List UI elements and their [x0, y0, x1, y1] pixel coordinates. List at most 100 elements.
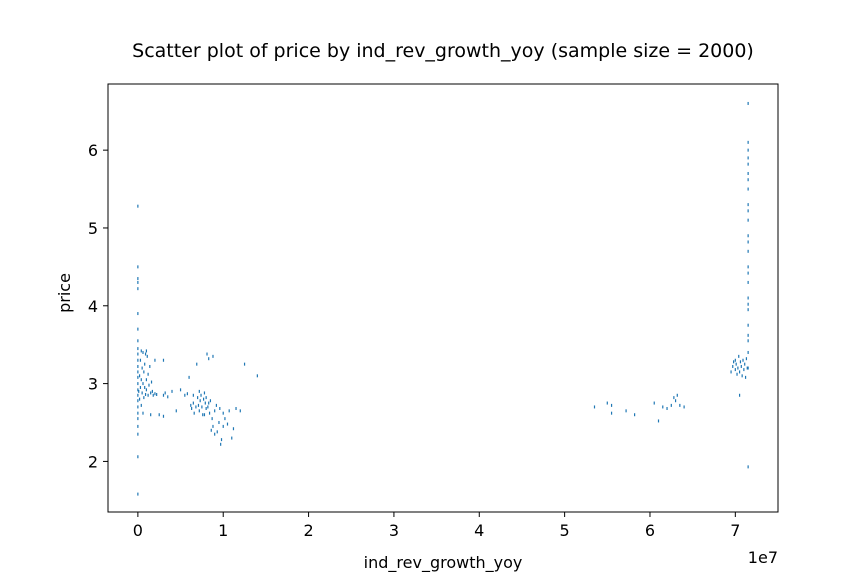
data-point — [138, 397, 141, 401]
data-point — [203, 391, 206, 395]
data-point — [606, 401, 608, 405]
data-point — [231, 436, 233, 440]
data-point — [137, 287, 139, 291]
data-point — [209, 399, 212, 403]
data-point — [151, 389, 153, 393]
data-point — [228, 409, 230, 413]
data-point — [219, 407, 221, 410]
data-point — [142, 411, 144, 415]
data-point — [226, 422, 229, 426]
data-point — [162, 393, 165, 397]
data-point — [158, 413, 160, 417]
data-point — [683, 405, 685, 409]
data-point — [210, 428, 212, 432]
x-tick-label: 4 — [474, 521, 484, 540]
data-point — [171, 389, 173, 393]
data-point — [220, 442, 222, 446]
data-point — [164, 391, 166, 395]
data-point — [747, 465, 749, 469]
data-point — [218, 421, 220, 425]
x-tick-label: 6 — [645, 521, 655, 540]
data-point — [137, 265, 139, 269]
data-point — [662, 405, 664, 409]
data-point — [137, 280, 139, 284]
data-point — [137, 455, 139, 459]
data-point — [152, 393, 154, 397]
x-tick-label: 7 — [730, 521, 740, 540]
data-point — [212, 424, 214, 428]
data-point — [145, 378, 148, 382]
data-point — [747, 187, 749, 191]
x-tick-label: 1 — [218, 521, 228, 540]
data-point — [734, 368, 736, 372]
data-point — [747, 333, 749, 337]
data-point — [137, 393, 139, 397]
data-point — [179, 388, 182, 392]
data-point — [139, 385, 142, 389]
data-point — [150, 391, 152, 395]
data-point — [733, 360, 735, 364]
data-point — [175, 409, 177, 413]
y-tick-label: 4 — [88, 297, 98, 316]
y-axis-ticks: 2 3 4 5 6 — [88, 141, 108, 471]
data-point — [141, 391, 143, 395]
data-point — [730, 370, 732, 374]
data-point — [162, 358, 165, 362]
data-point — [235, 407, 237, 410]
data-point — [137, 312, 139, 316]
data-point — [201, 405, 203, 409]
data-point — [634, 413, 636, 417]
data-point — [610, 403, 613, 407]
data-point — [747, 101, 749, 105]
data-point — [137, 375, 139, 379]
data-point — [737, 366, 739, 370]
data-point — [747, 271, 749, 275]
x-tick-label: 0 — [133, 521, 143, 540]
data-point — [747, 339, 749, 343]
data-point — [208, 357, 210, 361]
data-point — [191, 407, 193, 410]
data-point — [196, 362, 198, 366]
data-point — [735, 362, 737, 366]
plot-frame — [107, 83, 779, 513]
data-point — [186, 392, 188, 396]
data-point — [146, 354, 148, 358]
data-point — [747, 249, 749, 253]
data-point — [143, 370, 145, 374]
data-point — [220, 438, 223, 442]
data-point — [202, 397, 205, 401]
data-point — [224, 417, 226, 421]
data-point — [214, 409, 216, 413]
x-tick-label: 5 — [560, 521, 570, 540]
data-point — [208, 401, 210, 405]
data-point — [142, 382, 144, 386]
data-point — [156, 392, 158, 396]
data-point — [222, 411, 224, 415]
data-point — [747, 234, 749, 238]
data-point — [149, 364, 151, 368]
data-point — [741, 374, 743, 378]
data-point — [137, 417, 139, 421]
data-point — [137, 492, 139, 496]
data-point — [188, 375, 190, 379]
data-point — [747, 162, 749, 166]
data-points — [137, 101, 749, 496]
data-point — [747, 280, 749, 284]
data-point — [747, 302, 749, 306]
data-point — [147, 372, 149, 376]
data-point — [747, 350, 749, 354]
data-point — [137, 405, 139, 409]
data-point — [212, 354, 214, 358]
data-point — [747, 140, 749, 144]
data-point — [137, 364, 139, 368]
y-tick-label: 5 — [88, 219, 98, 238]
data-point — [144, 352, 147, 356]
data-point — [610, 411, 613, 415]
data-point — [208, 411, 211, 415]
data-point — [207, 405, 209, 409]
data-point — [674, 399, 677, 403]
data-point — [150, 380, 153, 384]
data-point — [744, 362, 746, 366]
data-point — [206, 352, 208, 356]
